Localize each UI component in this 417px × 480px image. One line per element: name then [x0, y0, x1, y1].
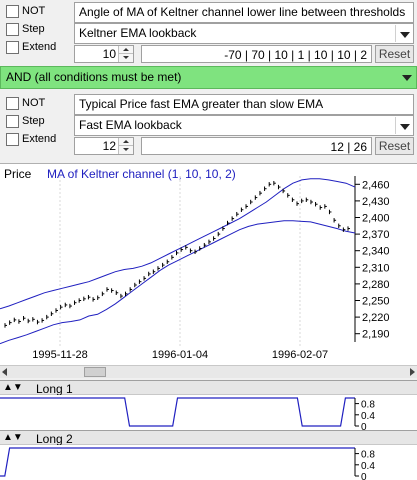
operator-label: AND (all conditions must be met): [6, 70, 182, 84]
pane-y-tick-label: 0.4: [361, 411, 375, 422]
signal-line: [0, 397, 355, 427]
price-chart-plot: 1995-11-28 1996-01-04 1996-02-07 2,190 2,220…: [0, 176, 390, 361]
step-label-2: Step: [22, 115, 45, 127]
not-checkbox-2[interactable]: [6, 97, 19, 110]
param-select-1[interactable]: Keltner EMA lookback: [74, 23, 414, 44]
operator-select[interactable]: AND (all conditions must be met): [0, 66, 417, 89]
y-tick-label: 2,250: [362, 296, 390, 308]
extend-label-2: Extend: [22, 133, 57, 145]
not-checkbox-1[interactable]: [6, 5, 19, 18]
price-label: Price: [4, 167, 32, 181]
reset-button-1[interactable]: Reset: [375, 45, 414, 63]
pane-long2-plot: 0.80.40: [0, 447, 375, 480]
not-label-1: NOT: [22, 5, 46, 17]
extend-checkbox-2[interactable]: [6, 133, 19, 146]
signal-line: [0, 447, 355, 477]
series-label: MA of Keltner channel (1, 10, 10, 2): [47, 167, 236, 181]
extend-checkbox-1[interactable]: [6, 41, 19, 54]
spin-up-icon[interactable]: [118, 138, 133, 146]
value-spinner-2-text: 12: [102, 139, 116, 153]
param-values-2[interactable]: 12 | 26: [141, 137, 372, 155]
y-tick-label: 2,280: [362, 279, 390, 291]
y-tick-label: 2,310: [362, 262, 390, 274]
spin-up-icon[interactable]: [118, 46, 133, 54]
step-label-1: Step: [22, 23, 45, 35]
price-chart[interactable]: Price MA of Keltner channel (1, 10, 10, …: [0, 163, 417, 365]
lower-band-line: [0, 220, 356, 345]
pane-title-long2: Long 2: [36, 432, 73, 446]
step-checkbox-2[interactable]: [6, 115, 19, 128]
step-checkbox-1[interactable]: [6, 23, 19, 36]
param-select-2-value: Fast EMA lookback: [79, 118, 182, 132]
condition-title-1: Angle of MA of Keltner channel lower lin…: [74, 2, 414, 23]
param-select-1-value: Keltner EMA lookback: [79, 26, 197, 40]
not-label-2: NOT: [22, 97, 46, 109]
pane-y-tick-label: 0.8: [361, 400, 375, 411]
x-tick-label: 1996-02-07: [272, 349, 328, 361]
spin-down-icon[interactable]: [118, 54, 133, 62]
chevron-down-icon[interactable]: [398, 68, 415, 87]
value-spinner-1-text: 10: [102, 47, 116, 61]
scroll-thumb[interactable]: [84, 367, 106, 377]
pane-y-tick-label: 0.8: [361, 450, 375, 461]
chart-scrollbar[interactable]: [0, 365, 417, 378]
y-tick-label: 2,220: [362, 312, 390, 324]
pane-arrows-icon[interactable]: ▲▼: [3, 432, 23, 443]
upper-band-line: [0, 178, 356, 310]
pane-arrows-icon[interactable]: ▲▼: [3, 382, 23, 393]
x-tick-label: 1996-01-04: [152, 349, 208, 361]
condition-title-2: Typical Price fast EMA greater than slow…: [74, 94, 414, 115]
chevron-down-icon[interactable]: [395, 117, 412, 134]
pane-y-tick-label: 0.4: [361, 461, 375, 472]
x-tick-label: 1995-11-28: [32, 349, 87, 361]
reset-button-2[interactable]: Reset: [375, 137, 414, 155]
chevron-down-icon[interactable]: [395, 25, 412, 42]
pane-long1-plot: 0.80.40: [0, 397, 375, 433]
param-values-1[interactable]: -70 | 70 | 10 | 1 | 10 | 10 | 2: [141, 45, 372, 63]
pane-y-tick-label: 0: [361, 472, 367, 480]
extend-label-1: Extend: [22, 41, 57, 53]
y-tick-label: 2,430: [362, 196, 390, 208]
pane-long1: 0.8 0.4 0: [0, 395, 417, 433]
y-tick-label: 2,400: [362, 213, 390, 225]
pane-header-long1[interactable]: ▲▼ Long 1: [0, 380, 417, 396]
param-select-2[interactable]: Fast EMA lookback: [74, 115, 414, 136]
y-tick-label: 2,370: [362, 229, 390, 241]
y-tick-label: 2,340: [362, 246, 390, 258]
pane-long2: 0.8 0.4 0: [0, 445, 417, 480]
value-spinner-1[interactable]: 10: [74, 45, 134, 63]
scroll-left-icon[interactable]: [2, 368, 7, 376]
value-spinner-2[interactable]: 12: [74, 137, 134, 155]
y-tick-label: 2,190: [362, 329, 390, 341]
y-tick-label: 2,460: [362, 179, 390, 191]
pane-header-long2[interactable]: ▲▼ Long 2: [0, 430, 417, 446]
pane-y-tick-label: 0: [361, 422, 367, 430]
scroll-right-icon[interactable]: [410, 368, 415, 376]
pane-title-long1: Long 1: [36, 382, 73, 396]
spin-down-icon[interactable]: [118, 146, 133, 154]
